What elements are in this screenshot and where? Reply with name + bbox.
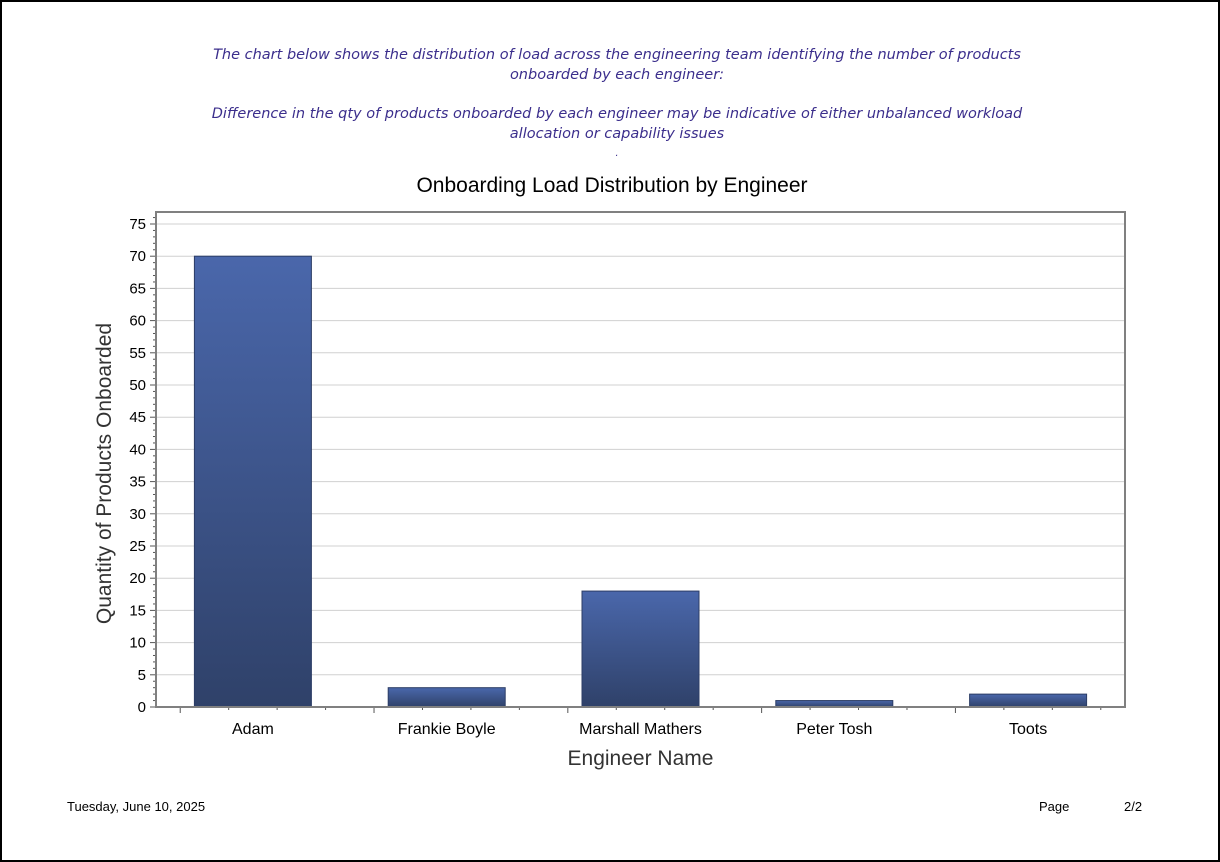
footer-page-number: 2/2 xyxy=(1124,799,1143,814)
y-tick-label: 45 xyxy=(129,409,146,426)
x-tick-label: Marshall Mathers xyxy=(579,721,702,738)
y-tick-label: 65 xyxy=(129,280,146,297)
y-tick-label: 35 xyxy=(129,474,146,491)
intro-dot: . xyxy=(615,148,619,159)
y-tick-label: 75 xyxy=(129,216,146,233)
x-tick-label: Peter Tosh xyxy=(796,721,872,738)
intro-text: The chart below shows the distribution o… xyxy=(213,47,1021,83)
y-tick-label: 50 xyxy=(129,377,146,394)
x-tick-label: Frankie Boyle xyxy=(398,721,496,738)
footer-page-label: Page xyxy=(1039,799,1070,814)
y-tick-label: 20 xyxy=(129,570,146,587)
x-tick-label: Toots xyxy=(1009,721,1047,738)
y-tick-label: 15 xyxy=(129,602,146,619)
y-tick-label: 30 xyxy=(129,506,146,523)
footer-date: Tuesday, June 10, 2025 xyxy=(67,799,206,814)
x-axis-label: Engineer Name xyxy=(568,747,714,770)
plot-area xyxy=(155,211,1126,708)
bar-toots xyxy=(969,693,1088,708)
bar-frankie-boyle xyxy=(387,687,506,708)
y-axis-label: Quantity of Products Onboarded xyxy=(93,323,116,624)
y-tick-label: 5 xyxy=(138,667,146,684)
intro-note: Difference in the qty of products onboar… xyxy=(211,106,1023,142)
bar-adam xyxy=(193,255,312,708)
y-tick-label: 70 xyxy=(129,248,146,265)
chart-title: Onboarding Load Distribution by Engineer xyxy=(416,174,808,197)
y-tick-label: 60 xyxy=(129,313,146,330)
x-tick-label: Adam xyxy=(232,721,274,738)
y-tick-label: 40 xyxy=(129,441,146,458)
y-tick-label: 55 xyxy=(129,345,146,362)
y-tick-label: 10 xyxy=(129,635,146,652)
y-tick-label: 25 xyxy=(129,538,146,555)
y-tick-label: 0 xyxy=(138,699,146,716)
bar-marshall-mathers xyxy=(581,590,700,708)
